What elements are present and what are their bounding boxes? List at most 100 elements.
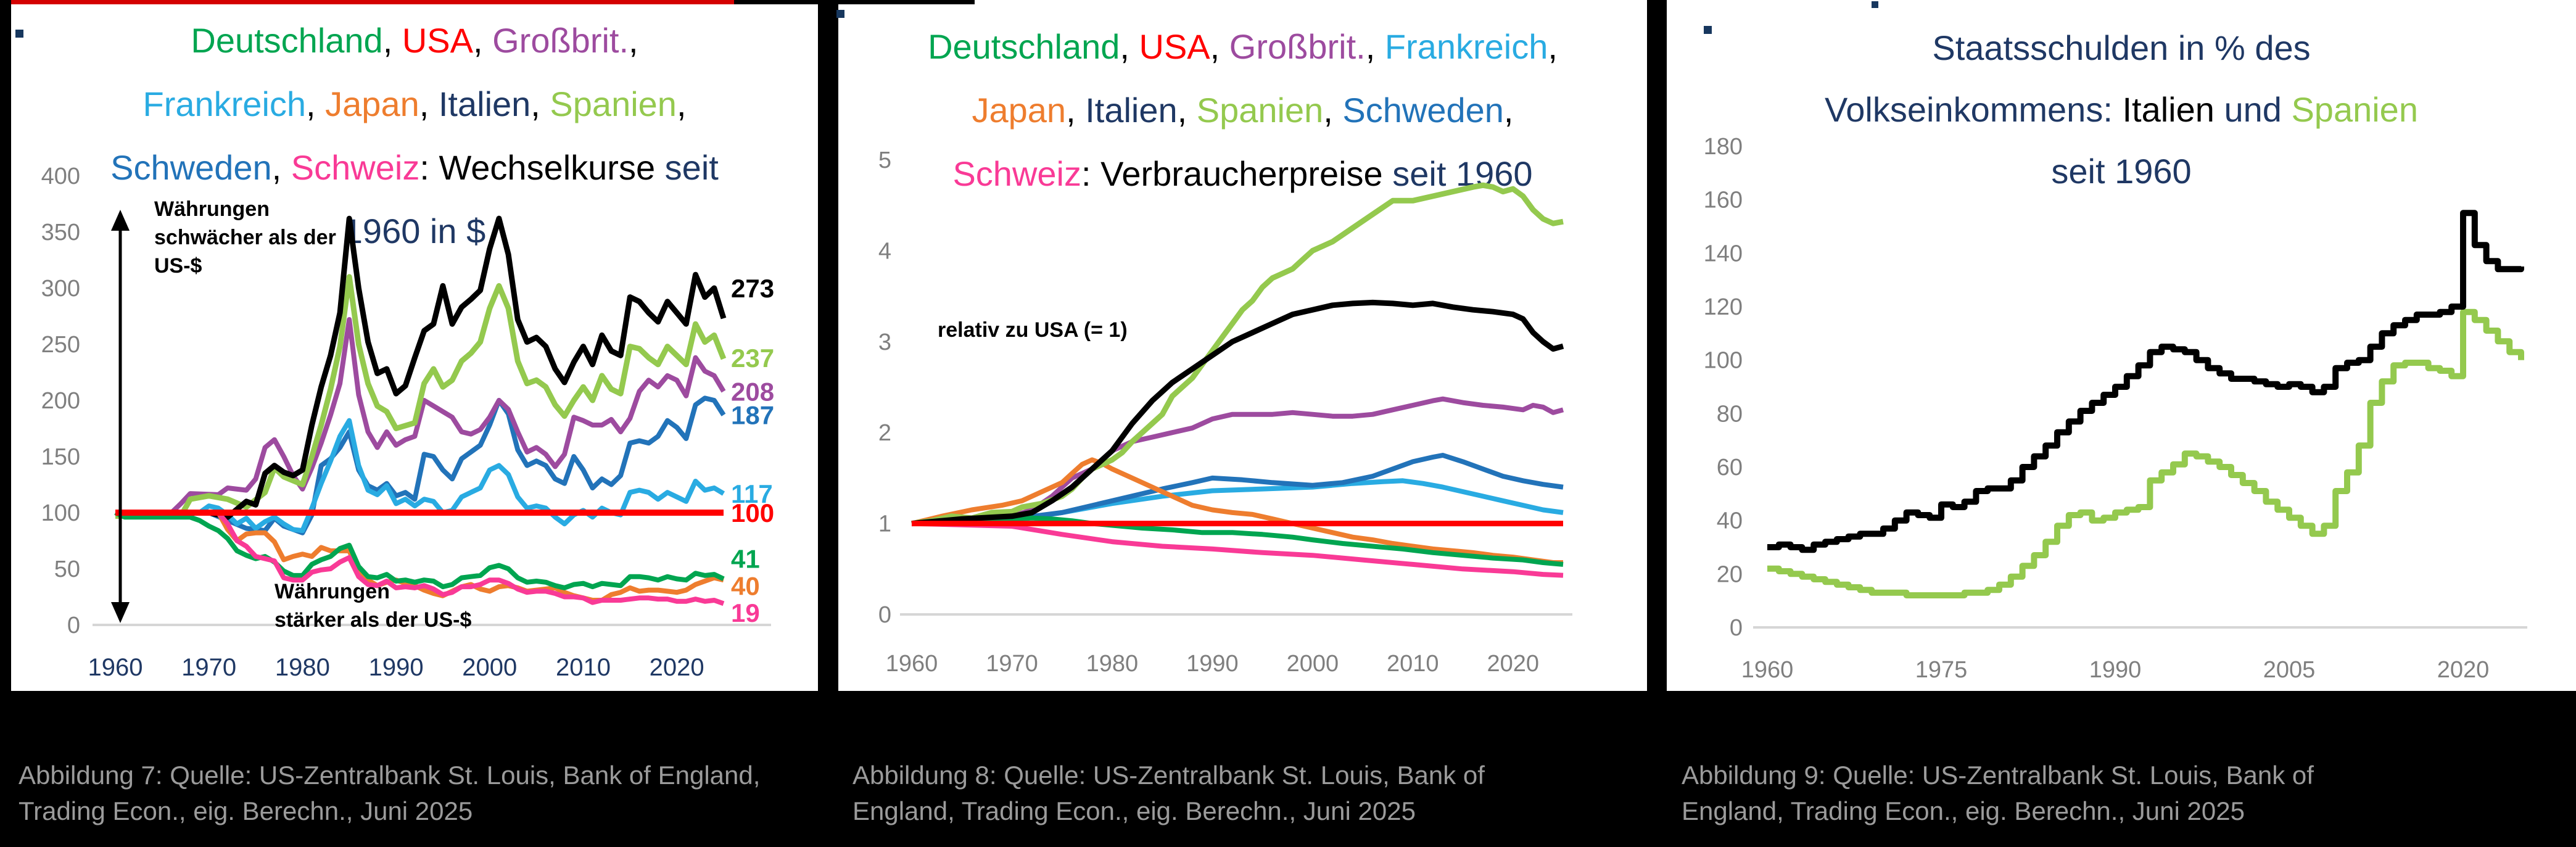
chart-title: Deutschland, USA, Großbrit., Frankreich,… [838,15,1647,205]
title-segment: , [382,21,402,60]
y-axis-tick-label: 120 [1704,294,1743,320]
series-end-value-label: 273 [731,274,774,303]
caption-abbildung-9: Abbildung 9: Quelle: US-Zentralbank St. … [1682,758,2314,829]
title-segment: Spanien [550,85,677,123]
series-end-value-label: 117 [731,479,773,508]
y-axis-tick-label: 5 [878,147,891,173]
x-axis-tick-label: 2000 [462,654,517,681]
x-axis-tick-label: 2010 [556,654,611,681]
series-line-Spanien [1767,308,2524,598]
panel-exchange-rates: Deutschland, USA, Großbrit., Frankreich, … [11,0,818,691]
x-axis-tick-label: 2010 [1387,651,1439,677]
chart-title-line: 1960 in $ [11,199,818,263]
y-axis-tick-label: 100 [1704,348,1743,374]
caption-abbildung-8: Abbildung 8: Quelle: US-Zentralbank St. … [852,758,1485,829]
x-axis-tick-label: 1970 [181,654,236,681]
chart-title-line: Schweden, Schweiz: Wechselkurse seit [11,136,818,199]
y-axis-tick-label: 160 [1704,188,1743,213]
y-axis-tick-label: 20 [1717,561,1743,587]
chart-title: Deutschland, USA, Großbrit., Frankreich, … [11,9,818,263]
series-line-Großbritannien [911,396,1564,526]
y-axis-tick-label: 250 [41,332,80,358]
series-end-value-label: 100 [731,498,774,527]
title-segment: Großbrit. [1229,27,1366,66]
series-line-Japan [911,457,1563,565]
title-segment: USA [402,21,473,60]
x-axis-tick-label: 2020 [650,654,704,681]
chart-title-line: Deutschland, USA, Großbrit., [11,9,818,72]
title-segment: Japan [325,85,419,123]
title-segment: , [1210,27,1229,66]
arrow-down-icon [111,602,130,623]
x-axis-tick-label: 2020 [1487,651,1539,677]
title-segment: , [629,21,638,60]
chart-title-line: Deutschland, USA, Großbrit., Frankreich, [838,15,1647,78]
title-segment: Schweiz [291,148,420,187]
slide-bullet-icon [1704,26,1712,34]
slide-bullet-icon [15,30,23,38]
title-segment: Japan [972,91,1067,130]
title-segment: Spanien [1196,91,1324,130]
x-axis-tick-label: 1970 [986,651,1038,677]
title-segment: Deutschland [928,27,1120,66]
series-line-Italien [911,299,1564,527]
caption-line: Abbildung 9: Quelle: US-Zentralbank St. … [1682,761,2314,790]
title-segment: , [271,148,291,187]
y-axis-tick-label: 140 [1704,241,1743,266]
caption-line: Abbildung 7: Quelle: US-Zentralbank St. … [19,761,761,790]
y-axis-tick-label: 80 [1717,401,1743,427]
chart-title-line: seit 1960 [1667,141,2576,202]
title-segment: : Wechselkurse [419,148,665,187]
x-axis-tick-label: 1980 [1086,651,1139,677]
y-axis-tick-label: 40 [1717,508,1743,534]
slide-bullet-icon [1872,1,1878,8]
series-line-Deutschland [911,515,1564,567]
series-line-Deutschland [114,510,725,590]
title-segment: Schweden [110,148,272,187]
title-segment: , [1120,27,1139,66]
panel-consumer-prices: Deutschland, USA, Großbrit., Frankreich,… [838,0,1647,691]
y-axis-tick-label: 3 [878,329,891,355]
series-end-value-label: 187 [731,401,774,430]
series-end-value-label: 41 [731,545,760,574]
y-axis-tick-label: 0 [878,602,891,628]
caption-line: England, Trading Econ., eig. Berechn., J… [852,796,1416,825]
title-segment: Frankreich [142,85,307,123]
title-segment: USA [1139,27,1210,66]
y-axis-tick-label: 300 [41,276,80,302]
y-axis-tick-label: 1 [878,511,891,537]
title-segment: Italien [1085,91,1178,130]
title-segment: Schweiz [952,154,1081,193]
x-axis-tick-label: 2020 [2437,657,2490,683]
chart-title-line: Staatsschulden in % des [1667,17,2576,79]
title-segment: seit 1960 [2051,152,2192,191]
x-axis-tick-label: 1975 [1915,657,1968,683]
chart-title-line: Schweiz: Verbraucherpreise seit 1960 [838,142,1647,205]
series-line-Schweiz [115,510,725,606]
title-segment: , [1503,91,1514,130]
arrow-up-icon [111,210,130,231]
chart-plot-debt: 180 160 140 120 100 80 60 40 20 0 1960 1975 1990 2005… [1704,134,2527,683]
series-end-value-label: 208 [731,377,774,406]
title-segment: : Verbraucherpreise [1081,154,1393,193]
series-end-value-label: 19 [731,598,760,627]
title-segment: Deutschland [191,21,383,60]
y-axis-tick-label: 200 [41,388,80,414]
y-axis-tick-label: 100 [41,500,80,526]
x-axis-tick-label: 1990 [2089,657,2142,683]
caption-abbildung-7: Abbildung 7: Quelle: US-Zentralbank St. … [19,758,760,829]
series-line-Spanien [911,182,1564,527]
title-segment: Italien [438,85,531,123]
series-line-Schweden [115,395,726,535]
title-segment: , [1066,91,1086,130]
series-line-Spanien [115,274,727,519]
series-line-Italien [115,215,727,520]
title-segment: Staatsschulden in % des [1932,28,2311,67]
chart-annotation: Währungen stärker als der US-$ [275,580,472,632]
x-axis-tick-label: 1980 [275,654,330,681]
title-segment: Spanien [2291,90,2418,129]
title-segment: , [306,85,326,123]
y-axis-tick-label: 350 [41,220,80,246]
y-axis-tick-label: 150 [41,444,80,470]
x-axis-tick-label: 2005 [2263,657,2316,683]
